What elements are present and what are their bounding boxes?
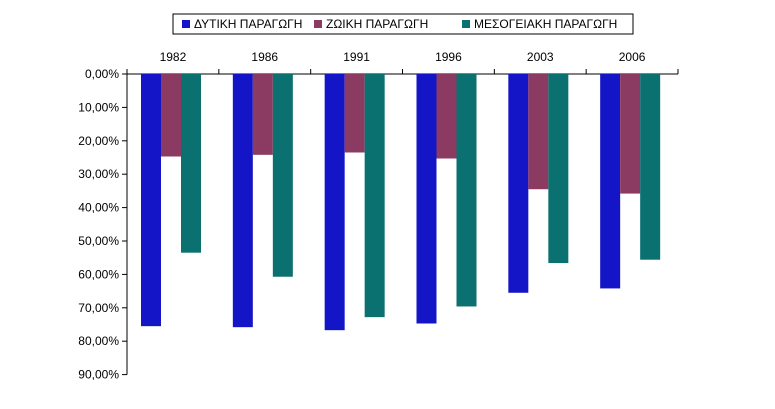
y-axis: 0,00% 10,00% 20,00% 30,00% 40,00% 50,00% 60,00… (78, 67, 128, 382)
bar-group (141, 74, 661, 331)
legend-label: ΜΕΣΟΓΕΙΑΚΗ ΠΑΡΑΓΩΓΗ (474, 17, 617, 31)
bar (272, 74, 293, 277)
y-tick-label: 80,00% (78, 334, 119, 348)
legend-label: ΔΥΤΙΚΗ ΠΑΡΑΓΩΓΗ (194, 17, 302, 31)
bar (528, 74, 549, 190)
legend-swatch (314, 20, 322, 28)
bar (456, 74, 477, 307)
bar (436, 74, 457, 159)
bar (161, 74, 181, 157)
y-tick-label: 70,00% (78, 301, 119, 315)
y-tick-label: 0,00% (85, 67, 119, 81)
legend-swatch (462, 20, 470, 28)
y-tick-label: 50,00% (78, 234, 119, 248)
y-tick-label: 40,00% (78, 201, 119, 215)
bar (620, 74, 641, 194)
bar (364, 74, 385, 318)
x-tick-label: 1996 (435, 50, 462, 64)
bar (252, 74, 273, 155)
bar (416, 74, 437, 324)
y-tick-label: 10,00% (78, 100, 119, 114)
bar (344, 74, 365, 153)
y-tick-label: 90,00% (78, 368, 119, 382)
bar (181, 74, 201, 253)
bar (508, 74, 529, 293)
x-tick-label: 1982 (160, 50, 187, 64)
x-tick-label: 2006 (619, 50, 646, 64)
bar (324, 74, 345, 331)
bar (141, 74, 161, 327)
y-tick-label: 30,00% (78, 167, 119, 181)
legend-box (172, 13, 634, 35)
bar (600, 74, 621, 289)
y-tick-label: 60,00% (78, 267, 119, 281)
chart-legend: ΔΥΤΙΚΗ ΠΑΡΑΓΩΓΗ ΖΩΙΚΗ ΠΑΡΑΓΩΓΗ ΜΕΣΟΓΕΙΑΚΗ … (172, 13, 634, 35)
legend-swatch (182, 20, 190, 28)
x-tick-label: 1986 (251, 50, 278, 64)
y-tick-label: 20,00% (78, 134, 119, 148)
bar (548, 74, 569, 264)
x-tick-label: 1991 (343, 50, 370, 64)
bar (640, 74, 661, 260)
bar (232, 74, 253, 328)
x-tick-label: 2003 (527, 50, 554, 64)
x-axis: 1982 1986 1991 1996 2003 2006 (126, 50, 679, 75)
legend-label: ΖΩΙΚΗ ΠΑΡΑΓΩΓΗ (326, 17, 428, 31)
